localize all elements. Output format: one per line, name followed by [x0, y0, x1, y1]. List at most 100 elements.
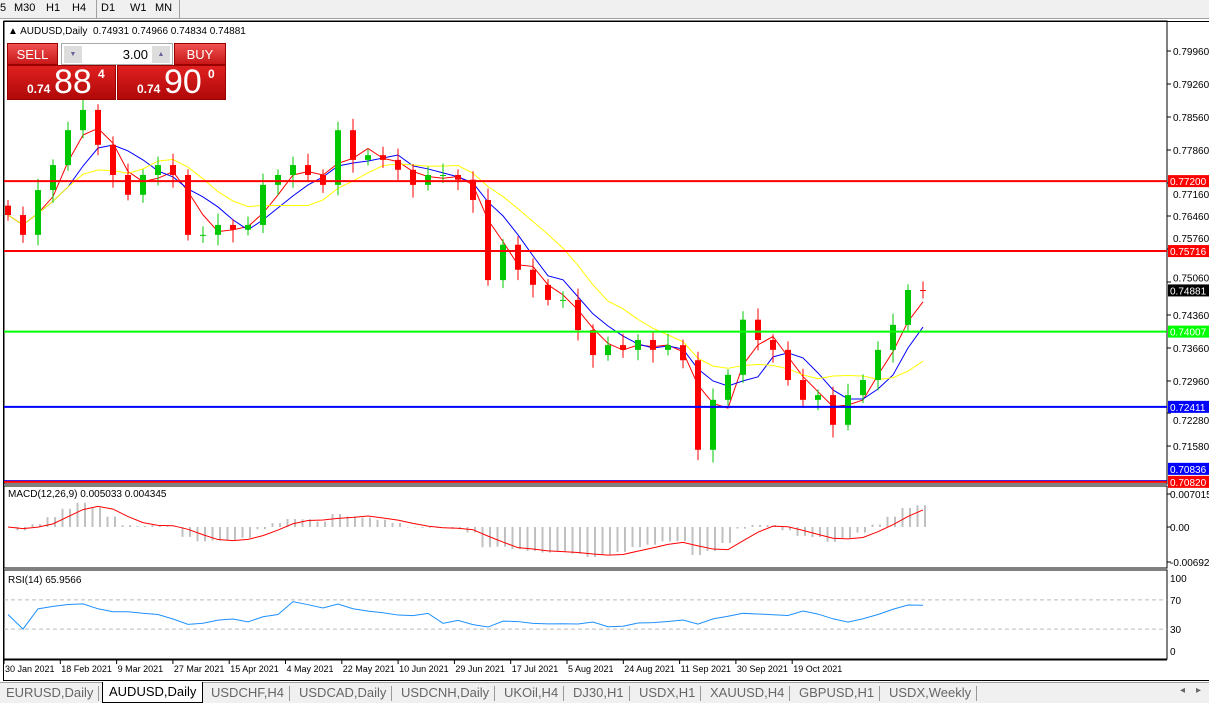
tab-usdcad-daily[interactable]: USDCAD,Daily [299, 685, 387, 700]
candle-body [320, 174, 326, 185]
candle-body [620, 345, 626, 350]
macd-histogram-bar [511, 527, 514, 550]
candle-body [410, 169, 416, 185]
candle-body [5, 205, 11, 216]
time-axis-label: 18 Feb 2021 [61, 664, 112, 674]
candle-body [305, 165, 311, 175]
scroll-right-icon[interactable]: ▸ [1196, 685, 1202, 696]
macd-histogram-bar [579, 527, 581, 554]
macd-histogram-bar [729, 527, 731, 543]
candle-body [200, 234, 206, 236]
macd-histogram-bar [624, 527, 626, 552]
macd-histogram-bar [676, 527, 679, 542]
tab-dj30-h1[interactable]: DJ30,H1 [573, 685, 624, 700]
tab-xauusd-h4[interactable]: XAUUSD,H4 [710, 685, 785, 700]
scroll-left-icon[interactable]: ◂ [1180, 685, 1186, 696]
macd-histogram-bar [601, 527, 604, 555]
tab-usdx-weekly[interactable]: USDX,Weekly [889, 685, 972, 700]
candle-body [245, 224, 251, 230]
macd-histogram-bar [339, 514, 341, 527]
timeframe-5[interactable]: 5 [0, 2, 7, 14]
macd-histogram-bar [301, 519, 304, 527]
sell-price[interactable]: 0.74 88 4 [7, 65, 116, 100]
candle-body [545, 284, 551, 300]
macd-histogram-bar [526, 527, 529, 552]
level-price-label: 0.70836 [1170, 465, 1207, 476]
candle-body [230, 224, 236, 230]
tab-separator [494, 686, 495, 701]
tab-usdchf-h4[interactable]: USDCHF,H4 [211, 685, 284, 700]
macd-histogram-bar [271, 523, 274, 527]
collapse-arrow-icon[interactable]: ▲ [8, 26, 18, 37]
lot-increase-icon[interactable]: ▲ [152, 46, 170, 63]
macd-histogram-bar [196, 527, 199, 542]
timeframe-w1[interactable]: W1 [130, 2, 147, 14]
tab-ukoil-h4[interactable]: UKOil,H4 [504, 685, 559, 700]
macd-histogram-bar [151, 524, 154, 527]
timeframe-h1[interactable]: H1 [46, 2, 61, 14]
level-price-label: 0.74007 [1170, 328, 1207, 339]
macd-histogram-bar [924, 505, 926, 527]
macd-histogram-bar [99, 507, 101, 527]
time-axis-label: 10 Jun 2021 [399, 664, 449, 674]
macd-histogram-bar [376, 519, 379, 527]
buy-price[interactable]: 0.74 90 0 [117, 65, 226, 100]
candle-body [680, 345, 686, 361]
macd-histogram-bar [864, 527, 866, 533]
buy-button[interactable]: BUY [174, 43, 226, 65]
price-axis-label: 0.75060 [1173, 273, 1209, 284]
buy-price-prefix: 0.74 [137, 82, 161, 96]
candle-body [170, 165, 176, 175]
tab-eurusd-daily[interactable]: EURUSD,Daily [6, 685, 94, 700]
macd-histogram-bar [504, 527, 506, 547]
toolbar-separator [96, 0, 97, 18]
candle-body [740, 319, 746, 375]
macd-histogram-bar [721, 527, 724, 543]
lot-decrease-icon[interactable]: ▼ [64, 46, 82, 63]
timeframe-h4[interactable]: H4 [72, 2, 87, 14]
tab-separator [789, 686, 790, 701]
chart-header: ▲ AUDUSD,Daily 0.74931 0.74966 0.74834 0… [8, 26, 246, 37]
candle-body [590, 330, 596, 356]
macd-histogram-bar [699, 527, 701, 555]
macd-histogram-bar [661, 527, 664, 542]
macd-histogram-bar [481, 527, 484, 548]
timeframe-m30[interactable]: M30 [14, 2, 36, 14]
candle-body [20, 215, 26, 235]
tab-gbpusd-h1[interactable]: GBPUSD,H1 [799, 685, 875, 700]
macd-label: MACD(12,26,9) 0.005033 0.004345 [8, 489, 167, 500]
macd-histogram-bar [609, 527, 611, 555]
rsi-label: RSI(14) 65.9566 [8, 575, 82, 586]
candle-body [65, 130, 71, 166]
sell-price-sup: 4 [98, 67, 105, 81]
tab-audusd-daily[interactable]: AUDUSD,Daily [102, 682, 204, 703]
tab-usdcnh-daily[interactable]: USDCNH,Daily [401, 685, 490, 700]
candle-body [665, 345, 671, 350]
sell-button[interactable]: SELL [7, 43, 58, 65]
candle-body [770, 339, 776, 350]
tab-usdx-h1[interactable]: USDX,H1 [639, 685, 696, 700]
macd-histogram-bar [654, 527, 656, 545]
macd-axis-label: -0.006923 [1170, 558, 1209, 569]
candle-body [515, 244, 521, 270]
candle-body [905, 289, 911, 325]
candle-body [290, 165, 296, 175]
timeframe-d1[interactable]: D1 [101, 2, 116, 14]
macd-histogram-bar [76, 502, 79, 527]
lot-value[interactable]: 3.00 [122, 47, 148, 62]
timeframe-mn[interactable]: MN [155, 2, 173, 14]
lot-size-field[interactable]: ▼ 3.00 ▲ [61, 43, 173, 65]
macd-histogram-bar [736, 527, 739, 529]
macd-histogram-bar [106, 516, 109, 527]
time-axis-label: 30 Sep 2021 [737, 664, 788, 674]
macd-histogram-bar [894, 516, 896, 527]
macd-histogram-bar [61, 508, 64, 527]
candle-body [440, 174, 446, 176]
candle-body [785, 349, 791, 381]
symbol-label: AUDUSD,Daily [20, 26, 88, 37]
macd-histogram-bar [129, 525, 131, 527]
macd-histogram-bar [781, 527, 784, 531]
macd-histogram-bar [144, 526, 146, 527]
macd-histogram-bar [564, 527, 566, 552]
